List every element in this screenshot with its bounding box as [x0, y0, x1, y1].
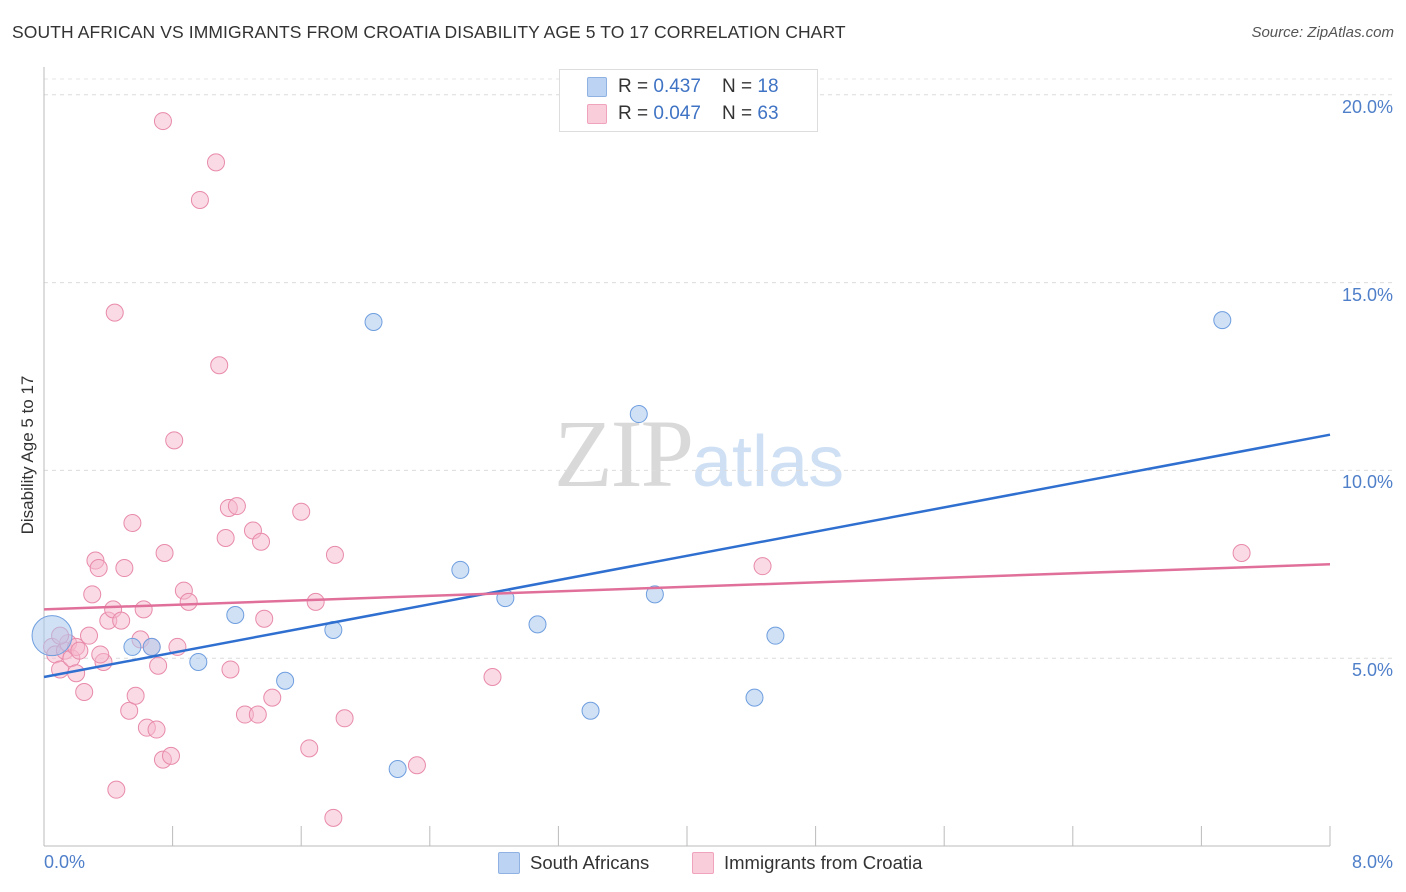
legend-n-label: N = — [722, 76, 758, 97]
point-south-african — [766, 626, 785, 645]
point-croatia — [325, 545, 344, 564]
point-croatia — [263, 688, 282, 707]
x-tick-label-min: 0.0% — [44, 852, 86, 872]
point-south-african — [31, 615, 73, 657]
point-croatia — [112, 611, 131, 630]
y-tick-label: 5.0% — [1351, 660, 1393, 681]
legend-swatch-south-africans — [587, 77, 607, 97]
point-south-african — [528, 615, 547, 634]
point-croatia — [80, 626, 99, 645]
correlation-legend: R = 0.437 N = 18 R = 0.047 N = 63 — [559, 69, 818, 132]
point-croatia — [105, 303, 124, 322]
point-south-african — [645, 585, 664, 604]
y-tick-label: 10.0% — [1341, 472, 1393, 493]
point-croatia — [207, 153, 226, 172]
point-croatia — [210, 356, 229, 375]
legend-n-value: 63 — [757, 103, 779, 124]
watermark-zip: ZIP — [554, 400, 694, 507]
axes — [43, 67, 1331, 847]
point-south-african — [629, 405, 648, 424]
point-croatia — [216, 529, 235, 547]
point-south-african — [745, 688, 764, 707]
data-points — [31, 112, 1251, 827]
point-croatia — [126, 686, 145, 705]
point-south-african — [123, 637, 142, 656]
point-croatia — [306, 592, 325, 611]
y-tick-label: 20.0% — [1341, 96, 1393, 117]
legend-r-value: 0.047 — [653, 103, 701, 124]
point-croatia — [83, 585, 102, 604]
point-croatia — [123, 513, 142, 532]
legend-swatch-croatia — [587, 104, 607, 124]
y-axis-label: Disability Age 5 to 17 — [18, 375, 37, 535]
point-south-african — [189, 652, 208, 671]
x-tick-label-max: 8.0% — [1351, 852, 1393, 872]
point-croatia — [107, 780, 126, 799]
point-croatia — [179, 592, 198, 611]
legend-r-value: 0.437 — [653, 76, 701, 97]
point-croatia — [153, 112, 172, 131]
legend-label-south-africans: South Africans — [530, 852, 650, 873]
trend-line-croatia — [43, 563, 1331, 611]
point-croatia — [221, 660, 240, 679]
point-croatia — [255, 609, 274, 628]
point-south-african — [142, 637, 161, 656]
legend-item-south-africans: South Africans — [498, 852, 649, 874]
point-croatia — [190, 190, 209, 209]
point-croatia — [227, 497, 246, 516]
legend-item-croatia: Immigrants from Croatia — [692, 852, 922, 874]
point-croatia — [252, 532, 271, 551]
point-croatia — [324, 808, 343, 827]
point-south-african — [226, 606, 245, 624]
point-south-african — [388, 760, 407, 778]
point-croatia — [70, 641, 89, 660]
trend-lines — [43, 433, 1331, 679]
point-south-african — [1213, 311, 1232, 330]
point-south-african — [451, 560, 470, 579]
legend-r-label: R = — [618, 103, 654, 124]
legend-r-label: R = — [618, 76, 654, 97]
watermark-atlas: atlas — [692, 422, 845, 502]
legend-n-value: 18 — [757, 76, 779, 97]
point-croatia — [407, 756, 426, 775]
watermark: ZIPatlas — [554, 398, 844, 509]
point-croatia — [300, 739, 319, 758]
point-croatia — [165, 431, 184, 450]
point-croatia — [292, 502, 311, 521]
legend-n-label: N = — [722, 103, 758, 124]
point-croatia — [161, 746, 180, 765]
point-croatia — [335, 709, 354, 728]
point-croatia — [115, 559, 134, 578]
point-croatia — [120, 701, 139, 720]
point-croatia — [1232, 544, 1251, 563]
chart-title: SOUTH AFRICAN VS IMMIGRANTS FROM CROATIA… — [12, 22, 846, 42]
point-croatia — [753, 557, 772, 576]
legend-label-croatia: Immigrants from Croatia — [724, 852, 923, 873]
point-croatia — [149, 656, 168, 675]
point-croatia — [147, 720, 166, 739]
point-croatia — [91, 645, 110, 664]
point-south-african — [276, 671, 295, 690]
y-tick-label: 15.0% — [1341, 284, 1393, 305]
point-croatia — [89, 559, 108, 578]
gridlines — [44, 78, 1393, 659]
legend-swatch-croatia — [692, 852, 714, 874]
point-croatia — [134, 600, 153, 619]
point-south-african — [364, 313, 383, 332]
point-croatia — [155, 544, 174, 563]
point-croatia — [483, 667, 502, 686]
trend-line-south-africans — [43, 433, 1331, 679]
point-croatia — [248, 705, 267, 724]
point-croatia — [75, 683, 94, 701]
point-south-african — [581, 701, 600, 720]
legend-swatch-south-africans — [498, 852, 520, 874]
source-label: Source: ZipAtlas.com — [1251, 24, 1394, 41]
